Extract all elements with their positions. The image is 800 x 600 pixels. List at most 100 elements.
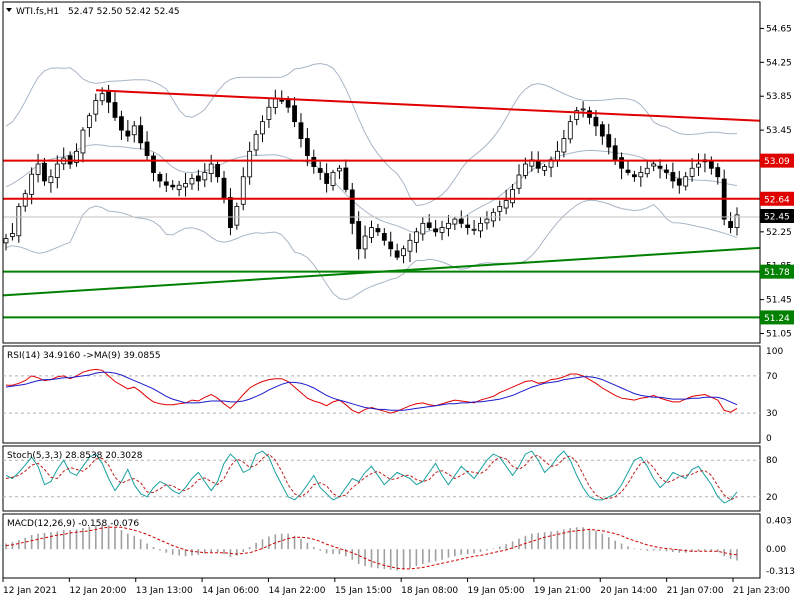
candle [574, 106, 580, 126]
time-tick-label: 15 Jan 15:00 [335, 586, 392, 596]
candle [10, 223, 15, 241]
candle-body [131, 125, 137, 136]
candle [324, 163, 330, 193]
price-tick-label: 53.45 [766, 126, 792, 136]
time-tick-label: 21 Jan 07:00 [667, 586, 724, 596]
candle-body [651, 163, 657, 167]
candle [183, 173, 188, 197]
bollinger-upper-band [5, 62, 738, 207]
candle [3, 233, 9, 251]
resistance-level-value: 53.09 [764, 157, 790, 167]
stochastic-d-line [5, 453, 738, 501]
candle [644, 160, 650, 178]
time-tick-label: 20 Jan 14:00 [600, 586, 657, 596]
candle-body [285, 99, 291, 108]
candle [734, 207, 740, 236]
stochastic-pane[interactable]: 80 20 Stoch(5,3,3) 28.8538 20.3028 [2, 445, 778, 512]
candle-body [3, 238, 9, 244]
candle-body [522, 163, 528, 176]
macd-level-label: 0.403 [766, 517, 792, 527]
time-tick-label: 21 Jan 23:00 [733, 586, 790, 596]
candle [664, 164, 669, 179]
candle [202, 163, 208, 188]
candle-body [420, 222, 426, 235]
stochastic-level-label: 20 [766, 493, 778, 503]
rsi-level-label: 100 [766, 347, 783, 357]
candle-body [670, 172, 676, 182]
candle [587, 106, 592, 125]
candle [651, 160, 657, 172]
candle [93, 93, 99, 122]
candle-body [696, 163, 701, 168]
candle-body [337, 167, 342, 172]
candle [343, 159, 349, 193]
candle [561, 129, 567, 158]
candle-body [535, 160, 541, 169]
candle [151, 152, 156, 182]
candle [420, 216, 426, 241]
candle-body [426, 222, 432, 228]
candle [484, 211, 490, 230]
candle [157, 171, 163, 188]
stochastic-level-label: 80 [766, 456, 778, 466]
support-level-value: 51.78 [764, 268, 790, 278]
candle-body [593, 116, 599, 127]
candle [625, 160, 631, 176]
candle [131, 121, 137, 143]
candle-body [35, 163, 41, 175]
support-level-value: 51.24 [764, 314, 790, 324]
candle [433, 220, 439, 237]
candle-body [413, 231, 419, 243]
price-pane[interactable]: 54.6554.2553.8553.4553.0552.6552.2551.85… [2, 1, 794, 344]
candle [715, 163, 721, 185]
candle-body [144, 141, 150, 156]
candle-body [439, 227, 445, 233]
candle-body [458, 218, 464, 224]
rsi-pane[interactable]: 100 70 30 0 RSI(14) 34.9160 ->MA(9) 39.0855 [2, 345, 783, 444]
time-tick-label: 14 Jan 22:00 [268, 586, 325, 596]
candle-body [388, 241, 394, 250]
candle-body [292, 105, 297, 123]
resistance-level-value: 52.64 [764, 195, 790, 205]
candle-body [587, 110, 592, 118]
macd-label: MACD(12,26,9) -0.158 -0.076 [7, 519, 139, 529]
candle-body [728, 221, 733, 228]
candle-body [266, 106, 272, 120]
candle-body [567, 121, 573, 140]
candle [22, 189, 28, 212]
candle [446, 215, 451, 237]
candle [580, 101, 586, 118]
candle-body [125, 130, 131, 137]
resistance-level-tag [760, 191, 794, 206]
candle-body [221, 177, 227, 199]
candle [170, 180, 176, 191]
collapse-triangle-icon[interactable] [6, 8, 12, 12]
candle [119, 110, 124, 140]
candle [337, 165, 342, 179]
candle-body [42, 162, 47, 182]
time-tick-label: 13 Jan 13:00 [136, 586, 193, 596]
candle [240, 167, 246, 211]
stochastic-label: Stoch(5,3,3) 28.8538 20.3028 [7, 451, 143, 461]
candle [369, 220, 374, 244]
candle [542, 164, 548, 176]
candle-body [112, 102, 118, 118]
candle-body [465, 224, 471, 228]
candle [86, 112, 92, 137]
candle-body [580, 108, 586, 111]
candle [458, 210, 464, 229]
resistance-trendline [95, 89, 761, 122]
candle-body [279, 99, 285, 102]
candle-body [170, 184, 176, 188]
macd-pane[interactable]: 0.403 0.00 -0.313 MACD(12,26,9) -0.158 -0.… [2, 513, 795, 579]
candle [292, 97, 297, 128]
candle [670, 162, 676, 189]
candle [657, 159, 663, 179]
candle [266, 98, 272, 128]
candle [48, 169, 54, 193]
candle [407, 233, 413, 263]
candle [74, 143, 79, 167]
candle-body [362, 235, 368, 250]
candle [234, 202, 240, 230]
